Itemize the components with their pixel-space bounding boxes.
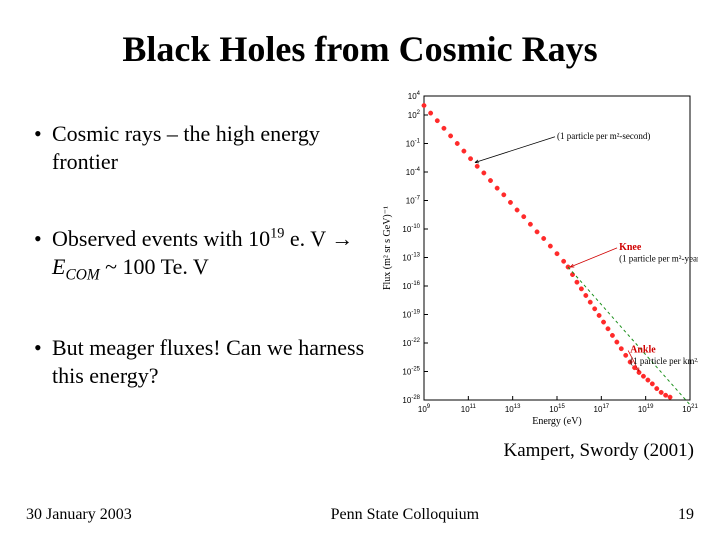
bullet-3: But meager fluxes! Can we harness this e… — [34, 334, 374, 389]
bullet-1: Cosmic rays – the high energy frontier — [34, 120, 374, 175]
svg-text:(1 particle per m²-second): (1 particle per m²-second) — [557, 131, 650, 141]
slide-root: Black Holes from Cosmic Rays Cosmic rays… — [0, 0, 720, 540]
footer-date: 30 January 2003 — [26, 506, 132, 524]
svg-text:Knee: Knee — [619, 242, 642, 253]
slide-footer: 30 January 2003 Penn State Colloquium 19 — [0, 506, 720, 524]
chart-citation: Kampert, Swordy (2001) — [504, 440, 695, 462]
svg-text:Ankle: Ankle — [630, 345, 656, 356]
footer-venue: Penn State Colloquium — [331, 506, 479, 524]
bullet-2-pre: Observed events with 10 — [52, 226, 270, 251]
bullet-list: Cosmic rays – the high energy frontier O… — [34, 120, 374, 439]
bullet-3-text: But meager fluxes! Can we harness this e… — [52, 335, 364, 388]
cosmic-ray-spectrum-chart: 10910111013101510171019102110-2810-2510-… — [378, 88, 698, 428]
bullet-2-sub: COM — [65, 266, 99, 283]
bullet-2-exp: 19 — [270, 226, 284, 242]
bullet-2-E: E — [52, 254, 65, 279]
bullet-1-text: Cosmic rays – the high energy frontier — [52, 121, 320, 174]
bullet-2: Observed events with 1019 e. V → ECOM ~ … — [34, 225, 374, 284]
svg-text:(1 particle per km²-year): (1 particle per km²-year) — [630, 356, 698, 366]
page-title: Black Holes from Cosmic Rays — [0, 28, 720, 70]
svg-text:Energy (eV): Energy (eV) — [532, 416, 582, 427]
bullet-2-tail: ~ 100 Te. V — [100, 254, 209, 279]
chart-svg: 10910111013101510171019102110-2810-2510-… — [378, 88, 698, 428]
svg-text:(1 particle per m²-year): (1 particle per m²-year) — [619, 253, 698, 263]
bullet-2-mid: e. V → — [284, 226, 353, 251]
footer-page-number: 19 — [678, 506, 694, 524]
svg-text:Flux (m² sr s GeV)⁻¹: Flux (m² sr s GeV)⁻¹ — [382, 206, 393, 290]
